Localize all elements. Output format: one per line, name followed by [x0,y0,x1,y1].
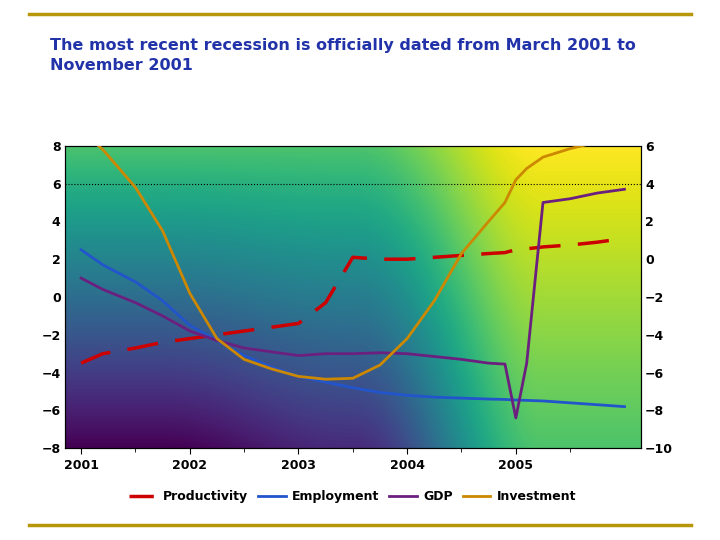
Legend: Productivity, Employment, GDP, Investment: Productivity, Employment, GDP, Investmen… [125,485,581,509]
Text: The most recent recession is officially dated from March 2001 to
November 2001: The most recent recession is officially … [50,38,636,72]
